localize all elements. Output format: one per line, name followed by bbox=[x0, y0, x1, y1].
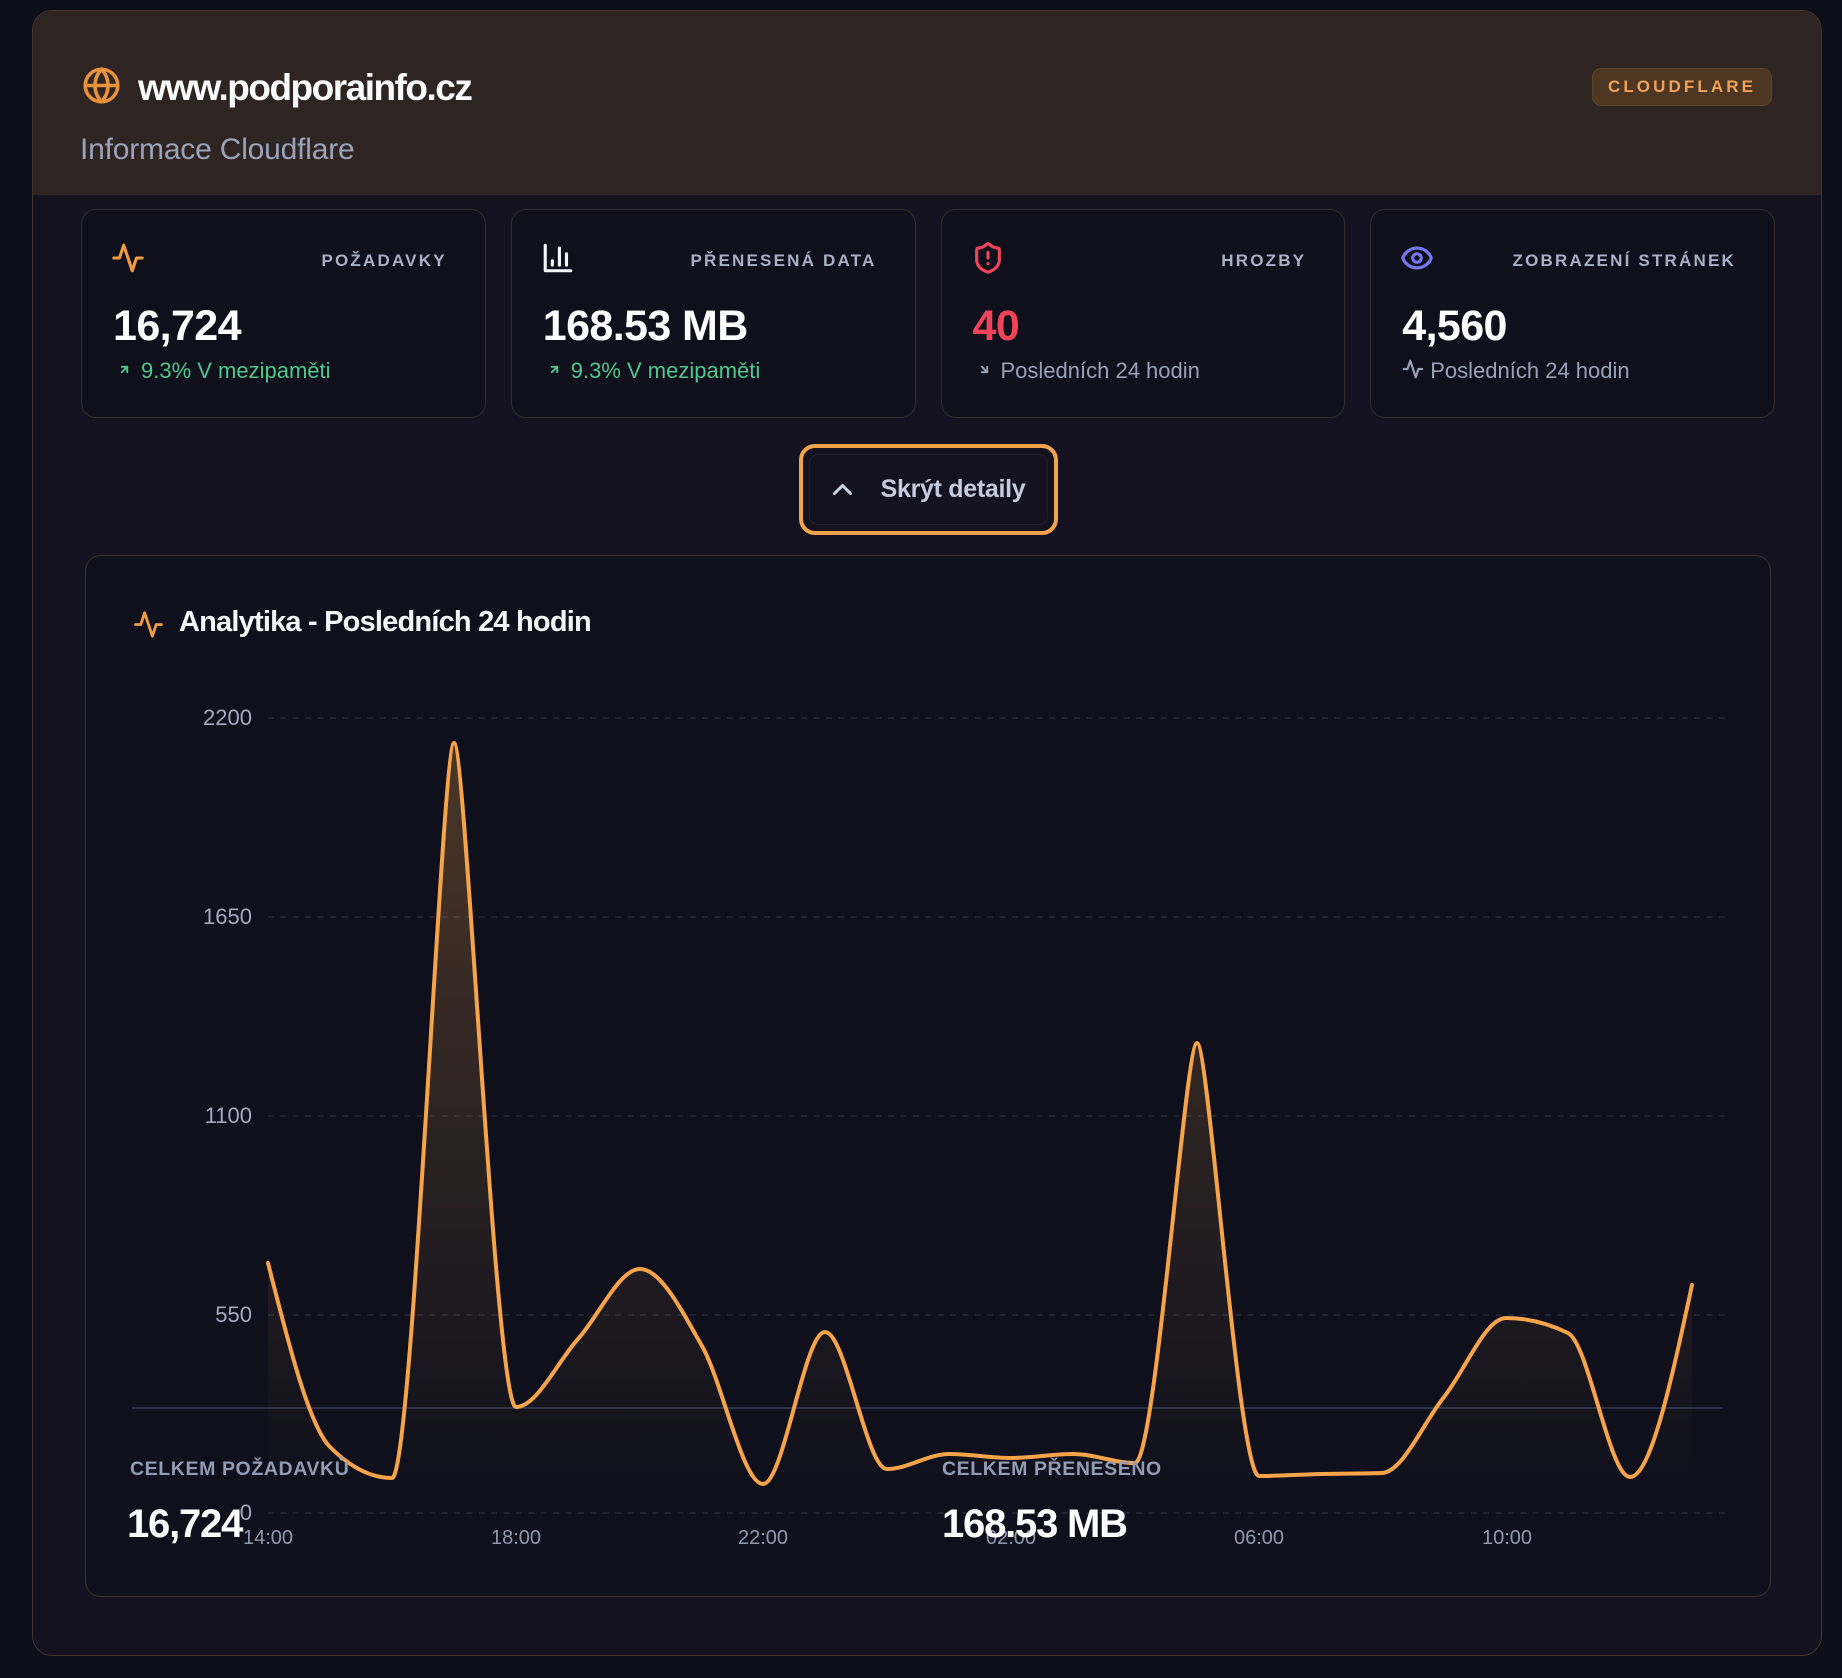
svg-text:2200: 2200 bbox=[203, 705, 252, 730]
svg-text:10:00: 10:00 bbox=[1482, 1527, 1532, 1549]
svg-text:02:00: 02:00 bbox=[986, 1527, 1036, 1549]
svg-text:14:00: 14:00 bbox=[243, 1527, 293, 1549]
svg-text:550: 550 bbox=[215, 1302, 252, 1327]
svg-text:22:00: 22:00 bbox=[738, 1527, 788, 1549]
svg-text:18:00: 18:00 bbox=[491, 1527, 541, 1549]
svg-text:06:00: 06:00 bbox=[1234, 1527, 1284, 1549]
svg-text:1100: 1100 bbox=[205, 1103, 252, 1128]
svg-text:1650: 1650 bbox=[203, 904, 252, 929]
svg-text:0: 0 bbox=[240, 1500, 252, 1525]
